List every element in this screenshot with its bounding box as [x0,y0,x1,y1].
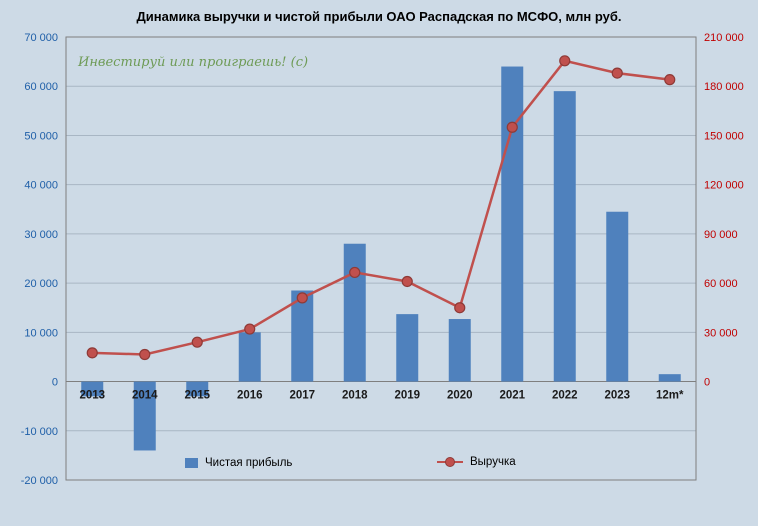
left-axis-tick: 70 000 [24,32,58,44]
revenue-marker[interactable] [296,292,308,304]
category-label: 2022 [552,390,578,402]
plot-border [65,36,697,481]
revenue-marker[interactable] [86,347,98,359]
right-axis-tick: 210 000 [704,32,744,44]
left-axis-tick: 50 000 [24,130,58,142]
category-label: 12m* [656,390,684,402]
category-label: 2016 [237,390,263,402]
revenue-marker[interactable] [139,348,151,361]
right-axis-tick: 120 000 [704,180,744,192]
left-axis-tick: 60 000 [24,81,58,93]
bar-net-profit[interactable] [186,381,209,397]
bar-net-profit[interactable] [81,381,104,397]
revenue-marker[interactable] [191,336,203,348]
watermark-text: Инвестируй или проиграешь! (с) [78,55,309,70]
bar-net-profit[interactable] [343,243,366,382]
chart-title: Динамика выручки и чистой прибыли ОАО Ра… [136,9,622,24]
category-label: 2014 [132,390,158,402]
left-axis-tick: 30 000 [24,229,58,241]
category-label: 2021 [499,390,525,402]
revenue-marker[interactable] [559,55,571,67]
revenue-line [92,59,670,356]
revenue-marker[interactable] [349,266,361,279]
revenue-marker[interactable] [506,121,518,133]
left-axis-tick: -20 000 [21,475,58,487]
revenue-marker[interactable] [664,74,676,86]
legend-label-net-profit: Чистая прибыль [205,457,293,469]
bar-net-profit[interactable] [606,211,629,382]
category-label: 2018 [342,390,368,402]
right-axis-tick: 90 000 [704,229,738,241]
revenue-marker[interactable] [611,67,623,79]
revenue-marker[interactable] [401,275,413,288]
category-label: 2015 [184,390,210,402]
left-axis-tick: 40 000 [24,180,58,192]
category-label: 2013 [79,390,105,402]
bar-net-profit[interactable] [133,381,156,451]
revenue-marker[interactable] [244,323,256,335]
category-label: 2023 [604,390,630,402]
net-profit-swatch-icon [185,458,198,468]
left-axis-tick: 0 [52,377,58,389]
category-label: 2019 [394,390,420,402]
right-axis-tick: 150 000 [704,130,744,142]
right-axis-tick: 60 000 [704,278,738,290]
right-axis-tick: 180 000 [704,81,744,93]
category-label: 2017 [289,390,315,402]
bar-net-profit[interactable] [553,91,576,382]
left-axis-tick: 10 000 [24,327,58,339]
left-axis-tick: 20 000 [24,278,58,290]
revenue-swatch-icon [437,456,463,468]
legend-label-revenue: Выручка [470,456,516,468]
category-label: 2020 [447,390,473,402]
bar-net-profit[interactable] [238,332,261,382]
bar-net-profit[interactable] [658,374,681,382]
legend-item-revenue[interactable]: Выручка [437,456,516,468]
legend-item-net-profit[interactable]: Чистая прибыль [185,457,292,469]
bar-net-profit[interactable] [501,66,524,382]
bar-net-profit[interactable] [448,319,471,382]
bar-net-profit[interactable] [396,314,419,382]
right-axis-tick: 0 [704,377,710,389]
left-axis-tick: -10 000 [21,426,58,438]
revenue-marker[interactable] [454,302,466,314]
right-axis-tick: 30 000 [704,327,738,339]
bar-net-profit[interactable] [291,290,314,382]
